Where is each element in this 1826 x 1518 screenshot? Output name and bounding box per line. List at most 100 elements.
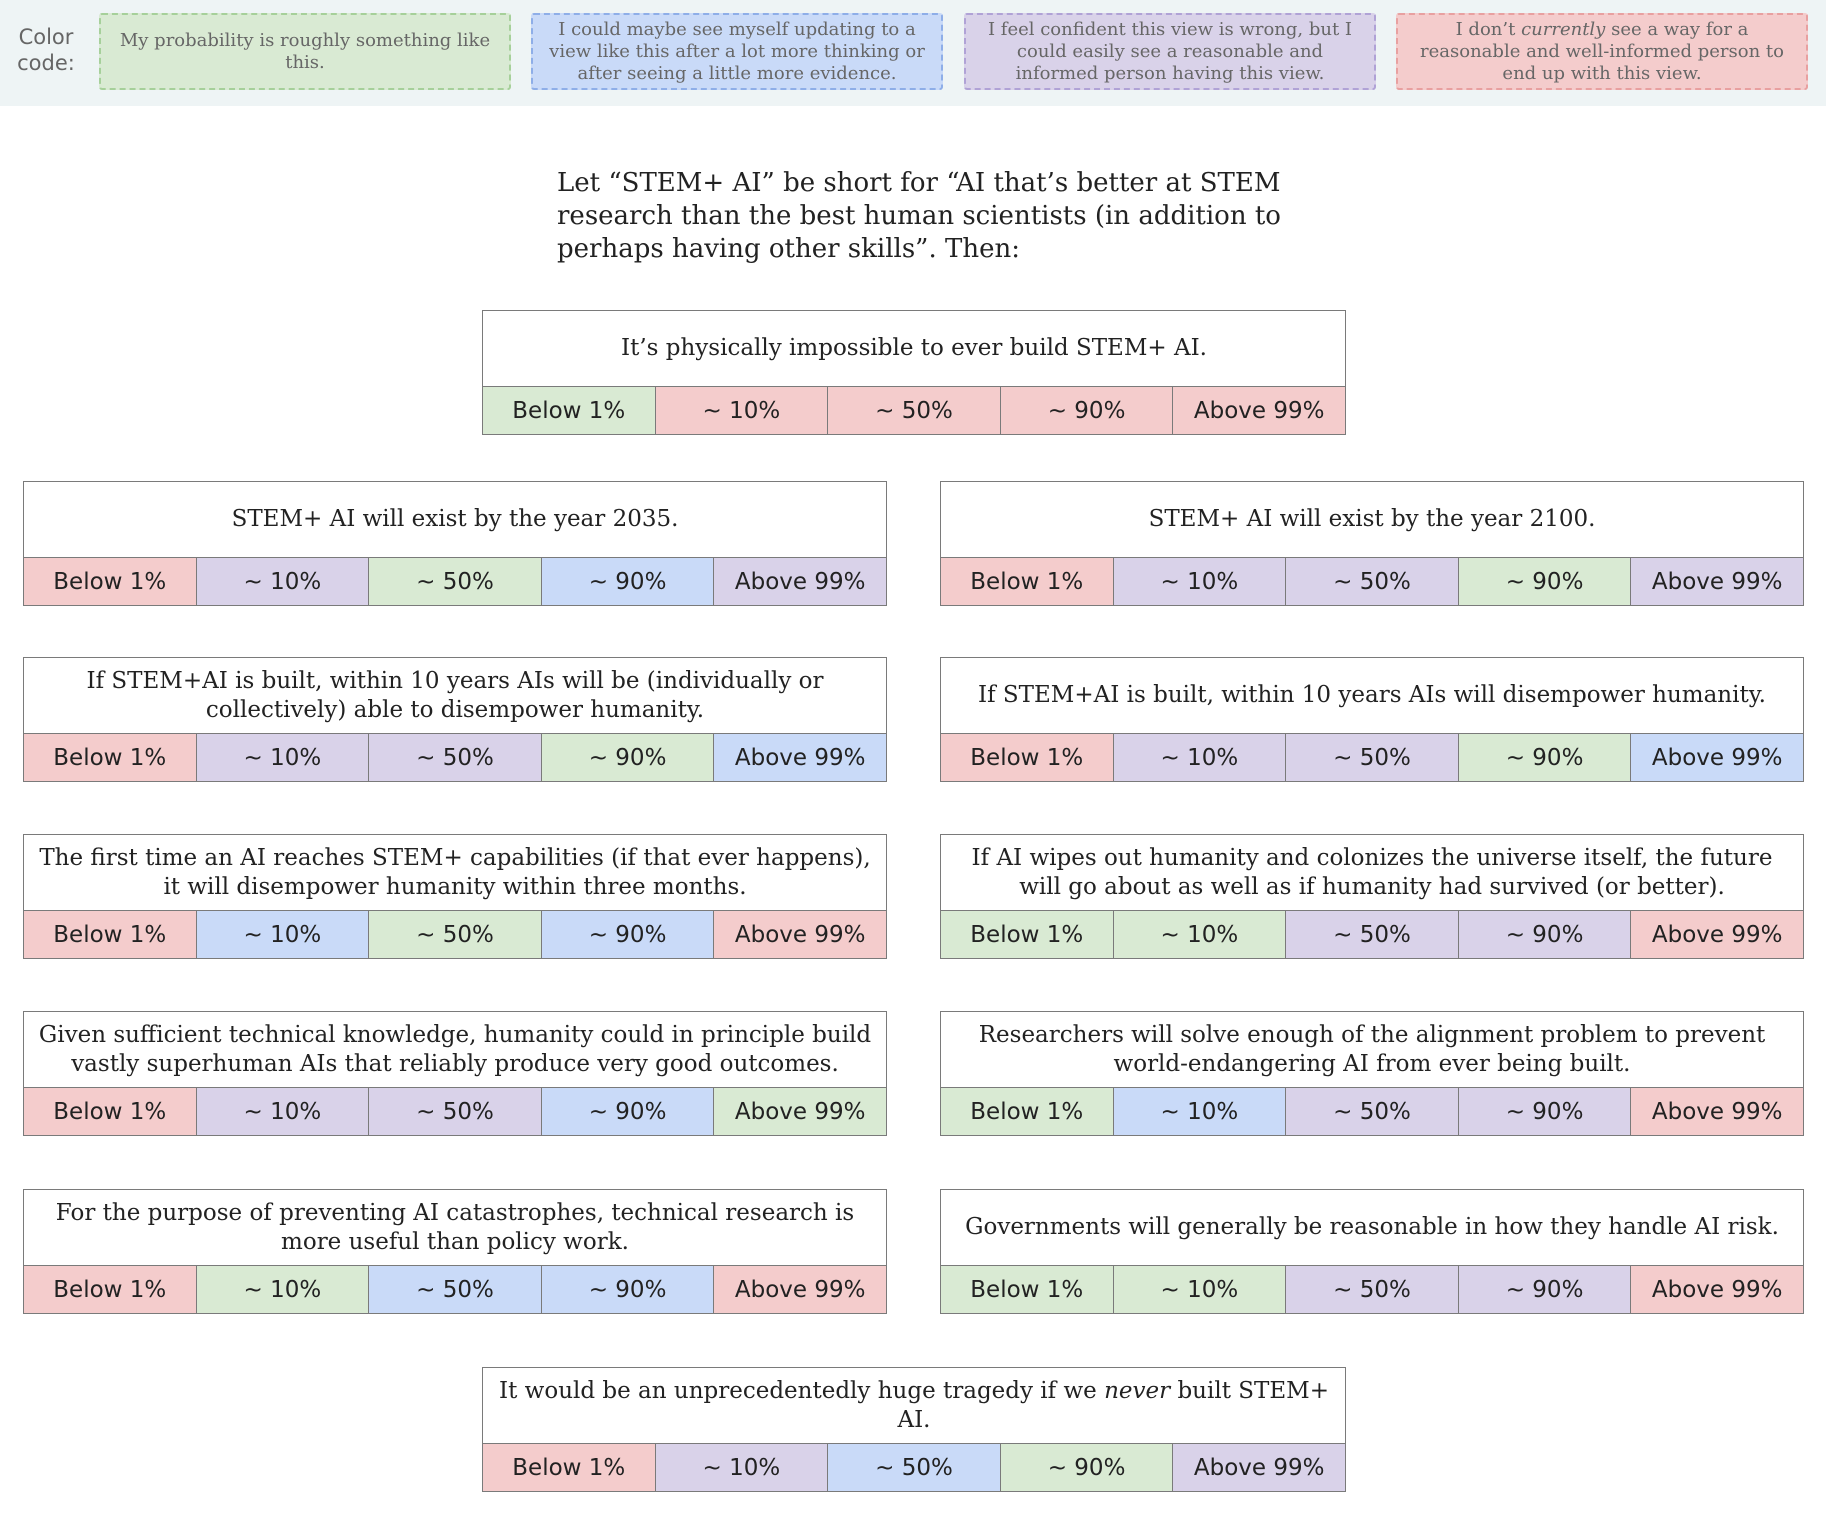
probability-option: ~ 10%: [1112, 1266, 1286, 1313]
statement-text: Researchers will solve enough of the ali…: [941, 1012, 1803, 1088]
statement-text-content: For the purpose of preventing AI catastr…: [55, 1199, 855, 1255]
statement-card: STEM+ AI will exist by the year 2100. Bel…: [940, 481, 1804, 606]
probability-option: ~ 90%: [1457, 1266, 1631, 1313]
probability-option: Below 1%: [24, 558, 196, 605]
probability-option: ~ 50%: [827, 387, 1000, 434]
probability-option: Below 1%: [24, 1266, 196, 1313]
probability-option: Above 99%: [713, 734, 886, 781]
statement-card: Governments will generally be reasonable…: [940, 1189, 1804, 1314]
statement-text-before: It would be an unprecedentedly huge trag…: [499, 1377, 1105, 1404]
statement-text: Given sufficient technical knowledge, hu…: [24, 1012, 886, 1088]
probability-option: Above 99%: [713, 1088, 886, 1135]
probability-option: Below 1%: [24, 911, 196, 958]
probability-option: ~ 10%: [195, 911, 369, 958]
statement-card: STEM+ AI will exist by the year 2035. Bel…: [23, 481, 887, 606]
probability-options: Below 1% ~ 10% ~ 50% ~ 90% Above 99%: [483, 387, 1345, 434]
probability-options: Below 1% ~ 10% ~ 50% ~ 90% Above 99%: [24, 911, 886, 958]
statement-text: STEM+ AI will exist by the year 2035.: [24, 482, 886, 558]
probability-option: ~ 50%: [1285, 558, 1458, 605]
probability-option: Above 99%: [713, 911, 886, 958]
statement-card: It would be an unprecedentedly huge trag…: [482, 1367, 1346, 1492]
probability-options: Below 1% ~ 10% ~ 50% ~ 90% Above 99%: [941, 558, 1803, 605]
probability-option: ~ 10%: [1112, 734, 1286, 781]
probability-option: ~ 90%: [1457, 1088, 1631, 1135]
statement-text: If STEM+AI is built, within 10 years AIs…: [24, 658, 886, 734]
statement-text: It’s physically impossible to ever build…: [483, 311, 1345, 387]
probability-option: ~ 50%: [1285, 734, 1458, 781]
probability-option: ~ 90%: [999, 1444, 1173, 1491]
statement-text-content: If STEM+AI is built, within 10 years AIs…: [86, 667, 824, 723]
probability-options: Below 1% ~ 10% ~ 50% ~ 90% Above 99%: [941, 734, 1803, 781]
probability-option: ~ 90%: [540, 1266, 714, 1313]
statement-card: If AI wipes out humanity and colonizes t…: [940, 834, 1804, 959]
probability-options: Below 1% ~ 10% ~ 50% ~ 90% Above 99%: [24, 734, 886, 781]
probability-option: ~ 50%: [1285, 1266, 1458, 1313]
statement-card: If STEM+AI is built, within 10 years AIs…: [23, 657, 887, 782]
probability-option: Above 99%: [1630, 734, 1803, 781]
statement-text-content: If AI wipes out humanity and colonizes t…: [971, 844, 1773, 900]
probability-option: Above 99%: [1630, 1088, 1803, 1135]
probability-option: Above 99%: [1630, 1266, 1803, 1313]
probability-option: Above 99%: [713, 558, 886, 605]
legend-blue: I could maybe see myself updating to a v…: [531, 13, 943, 90]
probability-options: Below 1% ~ 10% ~ 50% ~ 90% Above 99%: [483, 1444, 1345, 1491]
legend-red-text: I don’t currently see a way for a reason…: [1408, 19, 1796, 85]
probability-option: ~ 50%: [368, 911, 541, 958]
probability-option: ~ 90%: [1457, 911, 1631, 958]
statement-text-content: STEM+ AI will exist by the year 2035.: [231, 506, 679, 532]
statement-card: It’s physically impossible to ever build…: [482, 310, 1346, 435]
legend-title: Color code:: [17, 25, 75, 75]
legend-red-text-after: see a way for a reasonable and well-info…: [1420, 18, 1784, 84]
statement-text-em: never: [1104, 1377, 1171, 1404]
statement-card: Given sufficient technical knowledge, hu…: [23, 1011, 887, 1136]
intro-paragraph: Let “STEM+ AI” be short for “AI that’s b…: [557, 168, 1281, 264]
statement-text: STEM+ AI will exist by the year 2100.: [941, 482, 1803, 558]
statement-text-content: The first time an AI reaches STEM+ capab…: [39, 844, 871, 900]
legend-red-text-em: currently: [1521, 18, 1606, 40]
statement-card: For the purpose of preventing AI catastr…: [23, 1189, 887, 1314]
statement-text-after: built STEM+ AI.: [897, 1377, 1329, 1433]
probability-option: ~ 50%: [368, 1266, 541, 1313]
probability-option: ~ 10%: [195, 558, 369, 605]
probability-options: Below 1% ~ 10% ~ 50% ~ 90% Above 99%: [941, 1088, 1803, 1135]
statement-card: The first time an AI reaches STEM+ capab…: [23, 834, 887, 959]
probability-options: Below 1% ~ 10% ~ 50% ~ 90% Above 99%: [24, 1266, 886, 1313]
statement-text: Governments will generally be reasonable…: [941, 1190, 1803, 1266]
legend-green-text: My probability is roughly something like…: [119, 29, 491, 73]
probability-option: Below 1%: [24, 1088, 196, 1135]
probability-option: ~ 90%: [999, 387, 1173, 434]
probability-option: Above 99%: [1630, 558, 1803, 605]
probability-option: ~ 10%: [654, 387, 828, 434]
statement-text-content: Governments will generally be reasonable…: [965, 1214, 1779, 1240]
probability-option: ~ 10%: [195, 1266, 369, 1313]
probability-option: Below 1%: [941, 734, 1113, 781]
probability-option: ~ 10%: [1112, 558, 1286, 605]
statement-text-content: STEM+ AI will exist by the year 2100.: [1148, 506, 1596, 532]
legend-blue-text: I could maybe see myself updating to a v…: [549, 18, 925, 84]
legend-purple: I feel confident this view is wrong, but…: [964, 13, 1376, 90]
probability-option: Below 1%: [483, 387, 655, 434]
statement-text: For the purpose of preventing AI catastr…: [24, 1190, 886, 1266]
statement-text-content: Given sufficient technical knowledge, hu…: [38, 1021, 872, 1077]
probability-option: ~ 90%: [540, 911, 714, 958]
probability-option: Above 99%: [1172, 1444, 1345, 1491]
probability-option: ~ 50%: [368, 1088, 541, 1135]
probability-option: ~ 10%: [195, 734, 369, 781]
statement-text: If AI wipes out humanity and colonizes t…: [941, 835, 1803, 911]
legend-green: My probability is roughly something like…: [99, 13, 511, 90]
statement-card: If STEM+AI is built, within 10 years AIs…: [940, 657, 1804, 782]
probability-option: Above 99%: [713, 1266, 886, 1313]
statement-card: Researchers will solve enough of the ali…: [940, 1011, 1804, 1136]
probability-option: ~ 90%: [540, 1088, 714, 1135]
probability-option: ~ 10%: [195, 1088, 369, 1135]
statement-text: If STEM+AI is built, within 10 years AIs…: [941, 658, 1803, 734]
statement-text-content: It’s physically impossible to ever build…: [621, 335, 1207, 361]
probability-option: ~ 90%: [540, 558, 714, 605]
probability-options: Below 1% ~ 10% ~ 50% ~ 90% Above 99%: [24, 1088, 886, 1135]
probability-option: ~ 10%: [1112, 1088, 1286, 1135]
probability-option: ~ 90%: [1457, 558, 1631, 605]
probability-options: Below 1% ~ 10% ~ 50% ~ 90% Above 99%: [941, 911, 1803, 958]
color-code-legend: Color code: My probability is roughly so…: [0, 0, 1826, 106]
probability-option: Above 99%: [1172, 387, 1345, 434]
probability-option: Above 99%: [1630, 911, 1803, 958]
